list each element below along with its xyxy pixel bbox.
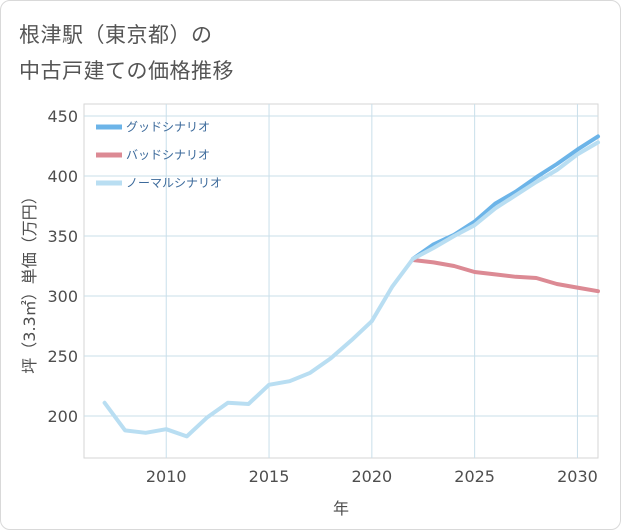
- legend-label-good[interactable]: グッドシナリオ: [126, 120, 210, 134]
- series-line-good: [411, 134, 600, 261]
- legend-label-bad[interactable]: バッドシナリオ: [126, 148, 210, 162]
- x-axis-title: 年: [333, 499, 349, 518]
- legend-label-normal[interactable]: ノーマルシナリオ: [126, 176, 222, 190]
- plot-area: [83, 103, 599, 459]
- series-line-normal: [102, 140, 600, 439]
- y-tick-label: 300: [47, 287, 78, 306]
- y-tick-label: 350: [47, 227, 78, 246]
- x-tick-label: 2030: [557, 467, 598, 486]
- chart-title-line-1: 根津駅（東京都）の: [19, 23, 213, 47]
- chart-title: 根津駅（東京都）の 中古戸建ての価格推移: [19, 17, 234, 89]
- x-tick-label: 2010: [146, 467, 187, 486]
- x-tick-label: 2020: [351, 467, 392, 486]
- y-tick-label: 200: [47, 407, 78, 426]
- x-tick-label: 2025: [454, 467, 495, 486]
- y-axis-title: 坪（3.3㎡）単価（万円）: [20, 188, 39, 373]
- x-tick-label: 2015: [249, 467, 290, 486]
- y-tick-label: 400: [47, 167, 78, 186]
- y-tick-label: 250: [47, 347, 78, 366]
- y-tick-label: 450: [47, 107, 78, 126]
- chart-title-line-2: 中古戸建ての価格推移: [19, 59, 234, 83]
- series-line-bad: [411, 258, 600, 294]
